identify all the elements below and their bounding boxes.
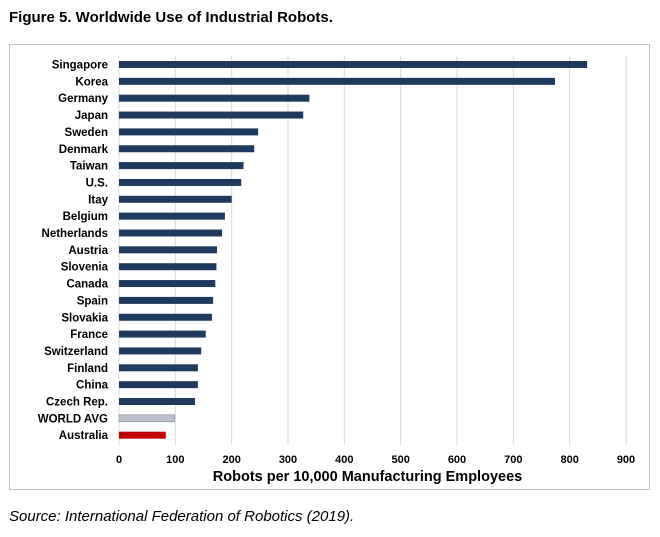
bar-sweden (119, 128, 259, 136)
x-tick-label: 600 (448, 454, 466, 466)
bar-korea (119, 77, 556, 85)
category-label: Australia (59, 430, 109, 442)
x-tick-label: 0 (116, 454, 122, 466)
x-tick-label: 800 (560, 454, 578, 466)
bar-france (119, 330, 206, 338)
bar-netherlands (119, 229, 223, 237)
x-tick-labels: 0 100 200 300 400 500 600 700 800 900 (116, 454, 635, 466)
bar-itay (119, 195, 232, 203)
category-label: WORLD AVG (38, 413, 108, 425)
category-label: Austria (68, 245, 108, 257)
bar-switzerland (119, 347, 202, 355)
x-tick-label: 400 (335, 454, 353, 466)
category-label: China (76, 380, 109, 392)
bar-denmark (119, 145, 255, 153)
source-note: Source: International Federation of Robo… (9, 508, 355, 525)
bar-belgium (119, 212, 225, 220)
bar-spain (119, 296, 214, 304)
category-label: Finland (67, 363, 108, 375)
category-label: Singapore (52, 60, 108, 72)
bar-australia (119, 431, 166, 439)
bar-germany (119, 94, 310, 102)
bar-china (119, 381, 198, 389)
bars (118, 61, 588, 439)
bar-slovakia (119, 313, 212, 321)
category-label: France (70, 329, 108, 341)
category-label: Czech Rep. (46, 397, 108, 409)
chart-frame (9, 44, 650, 490)
x-tick-label: 200 (222, 454, 240, 466)
bar-singapore (119, 61, 588, 68)
x-tick-label: 900 (617, 454, 635, 466)
category-label: Slovakia (61, 312, 108, 324)
category-label: Denmark (59, 144, 109, 156)
x-tick-label: 700 (504, 454, 522, 466)
x-tick-label: 500 (391, 454, 409, 466)
bar-canada (119, 280, 216, 288)
bar-austria (119, 246, 218, 254)
category-label: Itay (88, 194, 108, 206)
bar-czech-rep (119, 398, 196, 405)
category-label: Slovenia (61, 262, 109, 274)
category-label: Japan (75, 110, 108, 122)
category-label: Sweden (65, 127, 108, 139)
category-label: Belgium (63, 211, 108, 223)
category-label: Spain (77, 295, 108, 307)
bar-world-avg (118, 414, 176, 423)
category-label: Canada (66, 279, 108, 291)
bar-taiwan (119, 162, 244, 170)
figure-title: Figure 5. Worldwide Use of Industrial Ro… (9, 9, 333, 26)
bar-u-s (119, 178, 242, 186)
category-labels: Singapore Korea Germany Japan Sweden Denmark T… (38, 60, 109, 443)
category-label: Switzerland (44, 346, 108, 358)
bar-japan (119, 111, 304, 119)
x-axis-title: Robots per 10,000 Manufacturing Employee… (213, 469, 522, 485)
category-label: Taiwan (70, 161, 108, 173)
bar-chart: Singapore Korea Germany Japan Sweden Denmark T… (38, 56, 635, 485)
category-label: U.S. (86, 177, 108, 189)
bar-slovenia (119, 263, 217, 271)
category-label: Korea (75, 76, 108, 88)
category-label: Netherlands (42, 228, 108, 240)
x-tick-label: 100 (166, 454, 184, 466)
bar-finland (119, 364, 198, 372)
category-label: Germany (58, 93, 108, 105)
x-tick-label: 300 (279, 454, 297, 466)
